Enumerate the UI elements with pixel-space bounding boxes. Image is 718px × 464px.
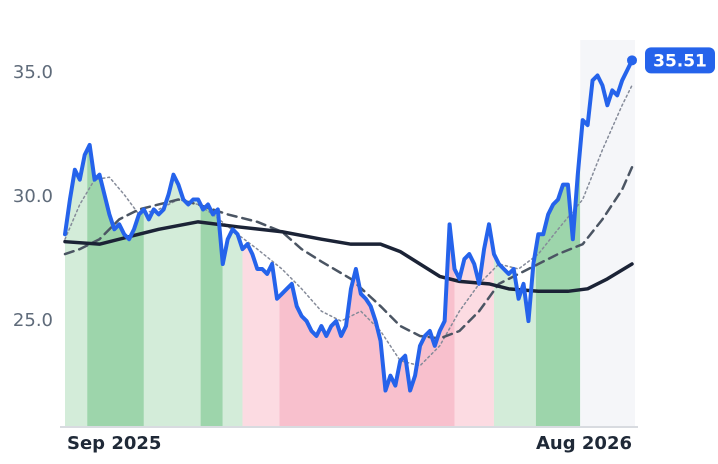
y-tick-label: 35.0 <box>13 62 53 83</box>
last-point <box>627 55 637 66</box>
line <box>63 166 634 340</box>
price-label: 35.51 <box>653 51 707 71</box>
region <box>493 60 536 427</box>
region <box>87 60 144 427</box>
line <box>63 220 634 294</box>
lines: 35.51 <box>63 47 715 393</box>
x-tick-label: Sep 2025 <box>67 433 161 454</box>
line <box>64 84 633 367</box>
axes: 25.0 30.0 35.0 Sep 2025 Aug 2026 <box>13 62 638 454</box>
y-tick-label: 30.0 <box>13 186 53 207</box>
y-tick-label: 25.0 <box>13 310 53 331</box>
region <box>279 60 455 427</box>
line <box>63 58 634 393</box>
region <box>222 60 243 427</box>
x-tick-label: Aug 2026 <box>536 433 632 454</box>
price-badge <box>645 47 715 74</box>
region <box>454 60 494 427</box>
region <box>242 60 280 427</box>
